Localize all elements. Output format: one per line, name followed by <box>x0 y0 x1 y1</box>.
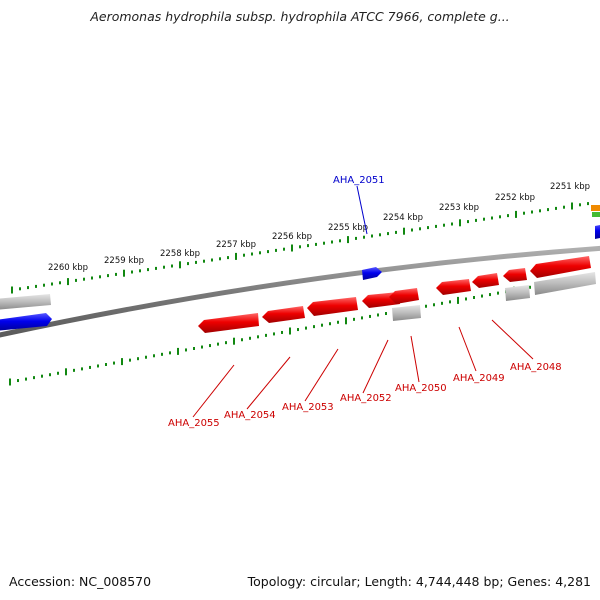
gene-label-AHA_2053[interactable]: AHA_2053 <box>282 402 334 413</box>
feature-green[interactable] <box>592 212 600 217</box>
gene-arrow-AHA_2053[interactable] <box>307 297 358 316</box>
feature-orange[interactable] <box>591 205 600 211</box>
kbp-label: 2260 kbp <box>48 263 88 273</box>
kbp-label: 2252 kbp <box>495 193 535 203</box>
outer-tick-ring <box>11 202 589 294</box>
leader-line-AHA_2049 <box>458 326 477 372</box>
feature-grey[interactable] <box>505 285 530 301</box>
leader-line-AHA_2054 <box>246 356 291 410</box>
gene-arrow-AHA_2051[interactable] <box>362 267 382 280</box>
leader-line-AHA_2051 <box>356 185 368 235</box>
gene-label-AHA_2055[interactable]: AHA_2055 <box>168 418 220 429</box>
gene-label-AHA_2051[interactable]: AHA_2051 <box>333 175 385 186</box>
gene-arrow-reverse[interactable] <box>530 256 591 278</box>
gene-label-AHA_2048[interactable]: AHA_2048 <box>510 362 562 373</box>
gene-arrow-reverse[interactable] <box>503 268 527 282</box>
kbp-label: 2258 kbp <box>160 249 200 259</box>
kbp-label: 2251 kbp <box>550 182 590 192</box>
gene-arrow-AHA_2048[interactable] <box>472 273 499 288</box>
inner-tick-ring <box>9 275 587 386</box>
leader-line-AHA_2052 <box>362 339 389 394</box>
gene-label-AHA_2054[interactable]: AHA_2054 <box>224 410 276 421</box>
kbp-label: 2253 kbp <box>439 203 479 213</box>
kbp-label: 2254 kbp <box>383 213 423 223</box>
accession-text: Accession: NC_008570 <box>9 574 152 589</box>
map-title: Aeromonas hydrophila subsp. hydrophila A… <box>90 9 510 24</box>
feature-grey[interactable] <box>0 294 51 310</box>
gene-label-AHA_2049[interactable]: AHA_2049 <box>453 373 505 384</box>
kbp-label: 2256 kbp <box>272 232 312 242</box>
gene-arrow-forward[interactable] <box>0 313 52 331</box>
gene-label-AHA_2052[interactable]: AHA_2052 <box>340 393 392 404</box>
leader-line-AHA_2053 <box>304 348 339 402</box>
gene-label-AHA_2050[interactable]: AHA_2050 <box>395 383 447 394</box>
feature-blue-edge[interactable] <box>595 224 600 239</box>
leader-line-AHA_2055 <box>192 364 235 418</box>
feature-grey[interactable] <box>534 272 596 295</box>
genome-backbone <box>0 245 600 338</box>
kbp-label: 2255 kbp <box>328 223 368 233</box>
kbp-labels: 2260 kbp 2259 kbp 2258 kbp 2257 kbp 2256… <box>48 182 590 273</box>
topology-text: Topology: circular; Length: 4,744,448 bp… <box>247 574 591 589</box>
gene-arrow-AHA_2050[interactable] <box>389 288 419 304</box>
kbp-label: 2259 kbp <box>104 256 144 266</box>
feature-grey[interactable] <box>392 305 421 321</box>
kbp-label: 2257 kbp <box>216 240 256 250</box>
leader-line-AHA_2050 <box>410 335 420 383</box>
gene-arrow-AHA_2049[interactable] <box>436 279 471 295</box>
gene-arrow-AHA_2055[interactable] <box>198 313 259 333</box>
leader-line-AHA_2048 <box>491 319 534 360</box>
gene-arrow-AHA_2054[interactable] <box>262 306 305 323</box>
